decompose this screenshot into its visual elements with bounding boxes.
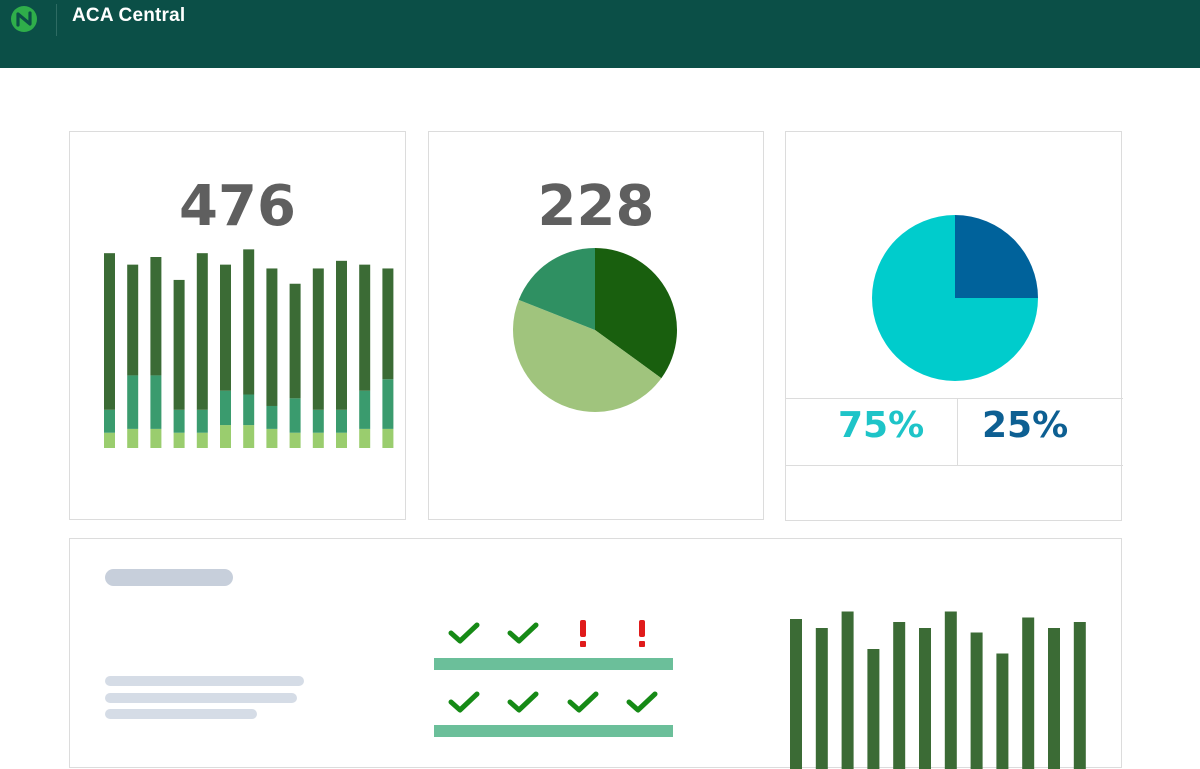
- pct-left-value: 75%: [838, 405, 924, 446]
- card-total-stacked: 476: [69, 131, 406, 520]
- bar: [971, 633, 983, 769]
- bar: [996, 654, 1008, 769]
- stacked-bar-segment: [266, 429, 277, 448]
- stacked-bar-segment: [174, 433, 185, 448]
- stacked-bar-segment: [266, 268, 277, 406]
- bar: [842, 612, 854, 769]
- header-divider: [56, 4, 57, 36]
- bar: [1074, 622, 1086, 769]
- pct-divider-middle: [957, 398, 958, 465]
- stacked-bar-segment: [197, 433, 208, 448]
- bottom-panel: [69, 538, 1122, 768]
- green-pie-chart: [429, 132, 765, 521]
- bar: [945, 612, 957, 769]
- stacked-bar-segment: [104, 253, 115, 410]
- bar: [816, 628, 828, 769]
- stacked-bar-segment: [382, 429, 393, 448]
- stacked-bar-segment: [104, 410, 115, 433]
- stacked-bar-segment: [127, 265, 138, 376]
- bar: [790, 619, 802, 769]
- stacked-bar-segment: [382, 379, 393, 429]
- stacked-bar-segment: [174, 410, 185, 433]
- stacked-bar-segment: [313, 268, 324, 409]
- stacked-bar-segment: [220, 425, 231, 448]
- stacked-bar-segment: [336, 261, 347, 410]
- stacked-bar-segment: [243, 425, 254, 448]
- stacked-bar-segment: [127, 375, 138, 428]
- top-bar: ACA Central: [0, 0, 1200, 68]
- stacked-bar-segment: [359, 265, 370, 391]
- stacked-bar-segment: [313, 433, 324, 448]
- blue-pie-chart: [786, 132, 1123, 522]
- pct-divider-top: [786, 398, 1123, 399]
- stacked-bar-segment: [359, 429, 370, 448]
- stacked-bar-segment: [220, 391, 231, 425]
- card-green-pie: 228: [428, 131, 764, 520]
- bar: [867, 649, 879, 769]
- stacked-bar-segment: [197, 253, 208, 410]
- bar: [893, 622, 905, 769]
- card-blue-pie: 75% 25%: [785, 131, 1122, 521]
- stacked-bar-chart: [70, 132, 407, 521]
- stacked-bar-segment: [243, 395, 254, 426]
- stacked-bar-segment: [104, 433, 115, 448]
- bar: [1022, 618, 1034, 769]
- stacked-bar-segment: [382, 268, 393, 379]
- bottom-bar-chart: [70, 539, 1123, 769]
- stacked-bar-segment: [174, 280, 185, 410]
- aca-logo-icon[interactable]: [10, 5, 38, 33]
- stacked-bar-segment: [243, 249, 254, 394]
- stacked-bar-segment: [336, 433, 347, 448]
- stacked-bar-segment: [290, 284, 301, 399]
- pie-slice: [955, 215, 1038, 298]
- stacked-bar-segment: [266, 406, 277, 429]
- stacked-bar-segment: [150, 257, 161, 375]
- stacked-bar-segment: [150, 375, 161, 428]
- pct-divider-bottom: [786, 465, 1123, 466]
- stacked-bar-segment: [313, 410, 324, 433]
- bar: [1048, 628, 1060, 769]
- stacked-bar-segment: [150, 429, 161, 448]
- stacked-bar-segment: [290, 398, 301, 432]
- stacked-bar-segment: [197, 410, 208, 433]
- stacked-bar-segment: [127, 429, 138, 448]
- stacked-bar-segment: [336, 410, 347, 433]
- stacked-bar-segment: [290, 433, 301, 448]
- app-title[interactable]: ACA Central: [72, 5, 185, 27]
- stacked-bar-segment: [359, 391, 370, 429]
- bar: [919, 628, 931, 769]
- pct-right-value: 25%: [982, 405, 1068, 446]
- stacked-bar-segment: [220, 265, 231, 391]
